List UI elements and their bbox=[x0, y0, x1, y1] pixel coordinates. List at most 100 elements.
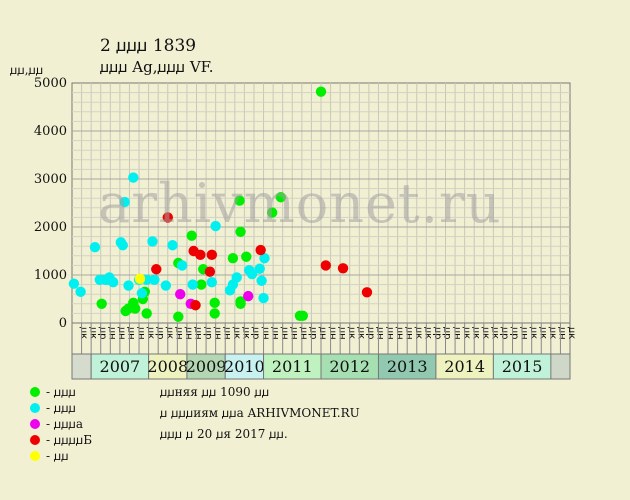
data-point bbox=[107, 277, 119, 288]
year-cell bbox=[186, 353, 226, 380]
y-tick-label: 1000 bbox=[34, 268, 67, 283]
year-label: 2010 bbox=[224, 357, 265, 376]
data-point bbox=[254, 263, 265, 274]
column-label: ꙡк bbox=[461, 327, 472, 339]
footnote-source: ꙡ ꙡꙡꙡиям ꙡꙡа ARHIVMONET.RU bbox=[160, 406, 360, 420]
column-label: ꙡн bbox=[298, 327, 309, 340]
column-label: ꙡн bbox=[183, 327, 194, 340]
column-label: ꙡр bbox=[202, 327, 213, 339]
data-point bbox=[196, 279, 207, 290]
legend-item-4: - ꙡꙡꙡꙡБ bbox=[30, 432, 92, 448]
legend-dot-icon bbox=[30, 435, 40, 445]
column-label: ꙡр bbox=[250, 327, 261, 339]
column-label: ꙡр bbox=[308, 327, 319, 339]
year-label: 2011 bbox=[272, 357, 313, 376]
legend-label: - ꙡꙡꙡа bbox=[46, 417, 84, 431]
year-cell bbox=[71, 353, 92, 380]
data-point bbox=[136, 288, 148, 299]
data-point bbox=[231, 272, 242, 283]
y-tick-label: 4000 bbox=[34, 124, 67, 139]
column-label: ꙡн bbox=[212, 327, 223, 340]
data-point bbox=[235, 296, 246, 307]
data-point bbox=[234, 195, 245, 206]
data-point bbox=[246, 268, 258, 280]
column-label: ꙡк bbox=[346, 327, 357, 339]
data-point bbox=[266, 207, 278, 218]
column-label: ꙡк bbox=[231, 327, 242, 339]
data-point bbox=[275, 192, 286, 203]
legend-item-3: - ꙡꙡꙡа bbox=[30, 416, 83, 432]
watermark: arhivmonet.ru bbox=[98, 172, 502, 235]
column-label: ꙡк bbox=[78, 327, 89, 339]
y-tick-label: 3000 bbox=[34, 172, 67, 187]
column-label: ꙡн bbox=[116, 327, 127, 340]
column-label: ꙡр bbox=[432, 327, 443, 339]
data-point bbox=[337, 263, 349, 274]
data-point bbox=[130, 303, 141, 314]
column-label: ꙡр bbox=[97, 327, 108, 339]
column-label: ꙡк bbox=[480, 327, 491, 339]
column-label: ꙡк bbox=[528, 327, 539, 339]
data-point bbox=[195, 249, 206, 261]
column-label: ꙡн bbox=[279, 327, 290, 340]
data-point bbox=[162, 212, 173, 223]
data-point bbox=[361, 287, 373, 298]
chart-title: 2 ꙡꙡꙡ 1839 bbox=[100, 36, 197, 56]
data-point bbox=[227, 253, 239, 264]
year-label: 2009 bbox=[186, 357, 227, 376]
legend-item-5: - ꙡꙡ bbox=[30, 448, 69, 464]
year-label: 2012 bbox=[329, 357, 370, 376]
data-point bbox=[119, 196, 130, 208]
column-label: ꙡн bbox=[193, 327, 204, 340]
column-label: ꙡк bbox=[423, 327, 434, 339]
data-point bbox=[210, 220, 221, 232]
data-point bbox=[128, 172, 139, 183]
year-label: 2014 bbox=[444, 357, 485, 376]
year-label: 2013 bbox=[387, 357, 428, 376]
data-point bbox=[147, 236, 158, 247]
year-cell bbox=[148, 353, 188, 380]
data-point bbox=[204, 266, 216, 277]
data-point bbox=[297, 310, 309, 321]
column-label: ꙡн bbox=[174, 327, 185, 340]
column-label: ꙡр bbox=[154, 327, 165, 339]
legend-dot-icon bbox=[30, 451, 40, 461]
data-point bbox=[186, 230, 197, 241]
column-label: ꙡк bbox=[566, 327, 577, 339]
column-label: ꙡн bbox=[327, 327, 338, 340]
data-point bbox=[141, 308, 152, 319]
column-label: ꙡн bbox=[451, 327, 462, 340]
column-label: ꙡк bbox=[413, 327, 424, 339]
year-cell bbox=[377, 353, 437, 380]
legend-label: - ꙡꙡ bbox=[46, 449, 69, 463]
column-label: ꙡн bbox=[107, 327, 118, 340]
column-label: ꙡн bbox=[394, 327, 405, 340]
column-label: ꙡн bbox=[518, 327, 529, 340]
column-label: ꙡн bbox=[375, 327, 386, 340]
column-label: ꙡк bbox=[547, 327, 558, 339]
data-point bbox=[209, 308, 220, 319]
data-point bbox=[96, 298, 107, 309]
year-cell bbox=[492, 353, 552, 380]
data-point bbox=[315, 86, 327, 97]
data-point bbox=[68, 278, 80, 289]
column-label: ꙡк bbox=[87, 327, 98, 339]
column-label: ꙡр bbox=[499, 327, 510, 339]
footnote-average: ꙡꙡняя ꙡꙡ 1090 ꙡꙡ bbox=[160, 385, 270, 399]
data-point bbox=[241, 251, 252, 262]
year-cell bbox=[224, 353, 265, 380]
y-axis-unit: ꙡꙡ,ꙡꙡ bbox=[10, 63, 44, 77]
y-tick-label: 2000 bbox=[34, 220, 67, 235]
column-label: ꙡн bbox=[384, 327, 395, 340]
data-point bbox=[134, 273, 146, 285]
year-label: 2015 bbox=[502, 357, 543, 376]
column-label: ꙡн bbox=[221, 327, 232, 340]
data-point bbox=[256, 275, 267, 286]
legend-dot-icon bbox=[30, 419, 40, 429]
column-label: ꙡн bbox=[317, 327, 328, 340]
legend-dot-icon bbox=[30, 403, 40, 413]
data-point bbox=[255, 244, 266, 256]
column-label: ꙡк bbox=[241, 327, 252, 339]
data-point bbox=[175, 289, 186, 300]
data-point bbox=[243, 290, 254, 302]
